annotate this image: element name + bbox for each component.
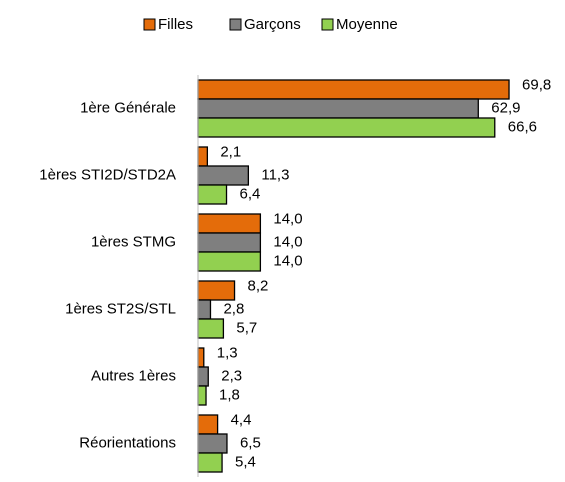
value-label: 8,2	[248, 277, 269, 294]
bar	[197, 318, 225, 339]
value-label: 62,9	[491, 99, 520, 116]
y-tick-label: 1ères ST2S/STL	[65, 300, 176, 317]
bar	[197, 299, 212, 320]
value-label: 14,0	[273, 210, 302, 227]
y-tick-label: Autres 1ères	[91, 367, 176, 384]
value-label: 4,4	[231, 411, 252, 428]
bar	[197, 79, 510, 100]
bar	[197, 232, 262, 253]
legend-label: Garçons	[244, 16, 301, 33]
legend-swatch	[321, 18, 334, 31]
bar	[197, 165, 250, 186]
value-label: 2,3	[221, 367, 242, 384]
y-tick-label: 1ère Générale	[80, 99, 176, 116]
bar	[197, 117, 496, 138]
value-label: 5,7	[236, 319, 257, 336]
value-label: 2,1	[220, 143, 241, 160]
value-label: 6,5	[240, 434, 261, 451]
y-tick-label: 1ères STMG	[91, 233, 176, 250]
bar	[197, 146, 209, 167]
bar	[197, 251, 262, 272]
bar	[197, 280, 236, 301]
value-label: 2,8	[223, 300, 244, 317]
value-label: 69,8	[522, 76, 551, 93]
value-label: 1,3	[217, 344, 238, 361]
bar	[197, 184, 228, 205]
value-label: 11,3	[261, 166, 289, 183]
bar	[197, 347, 205, 368]
value-label: 66,6	[508, 118, 537, 135]
bar	[197, 433, 228, 454]
legend-label: Filles	[158, 16, 193, 33]
value-label: 14,0	[273, 252, 302, 269]
value-label: 6,4	[240, 185, 261, 202]
bar	[197, 414, 219, 435]
bar	[197, 452, 223, 473]
bar	[197, 213, 262, 234]
bar	[197, 385, 207, 406]
y-tick-label: Réorientations	[79, 434, 176, 451]
value-label: 5,4	[235, 453, 256, 470]
legend-label: Moyenne	[336, 16, 398, 33]
value-label: 1,8	[219, 386, 240, 403]
bar	[197, 366, 209, 387]
legend-swatch	[229, 18, 242, 31]
bar	[197, 98, 479, 119]
y-tick-label: 1ères STI2D/STD2A	[39, 166, 176, 183]
legend-swatch	[143, 18, 156, 31]
value-label: 14,0	[273, 233, 302, 250]
